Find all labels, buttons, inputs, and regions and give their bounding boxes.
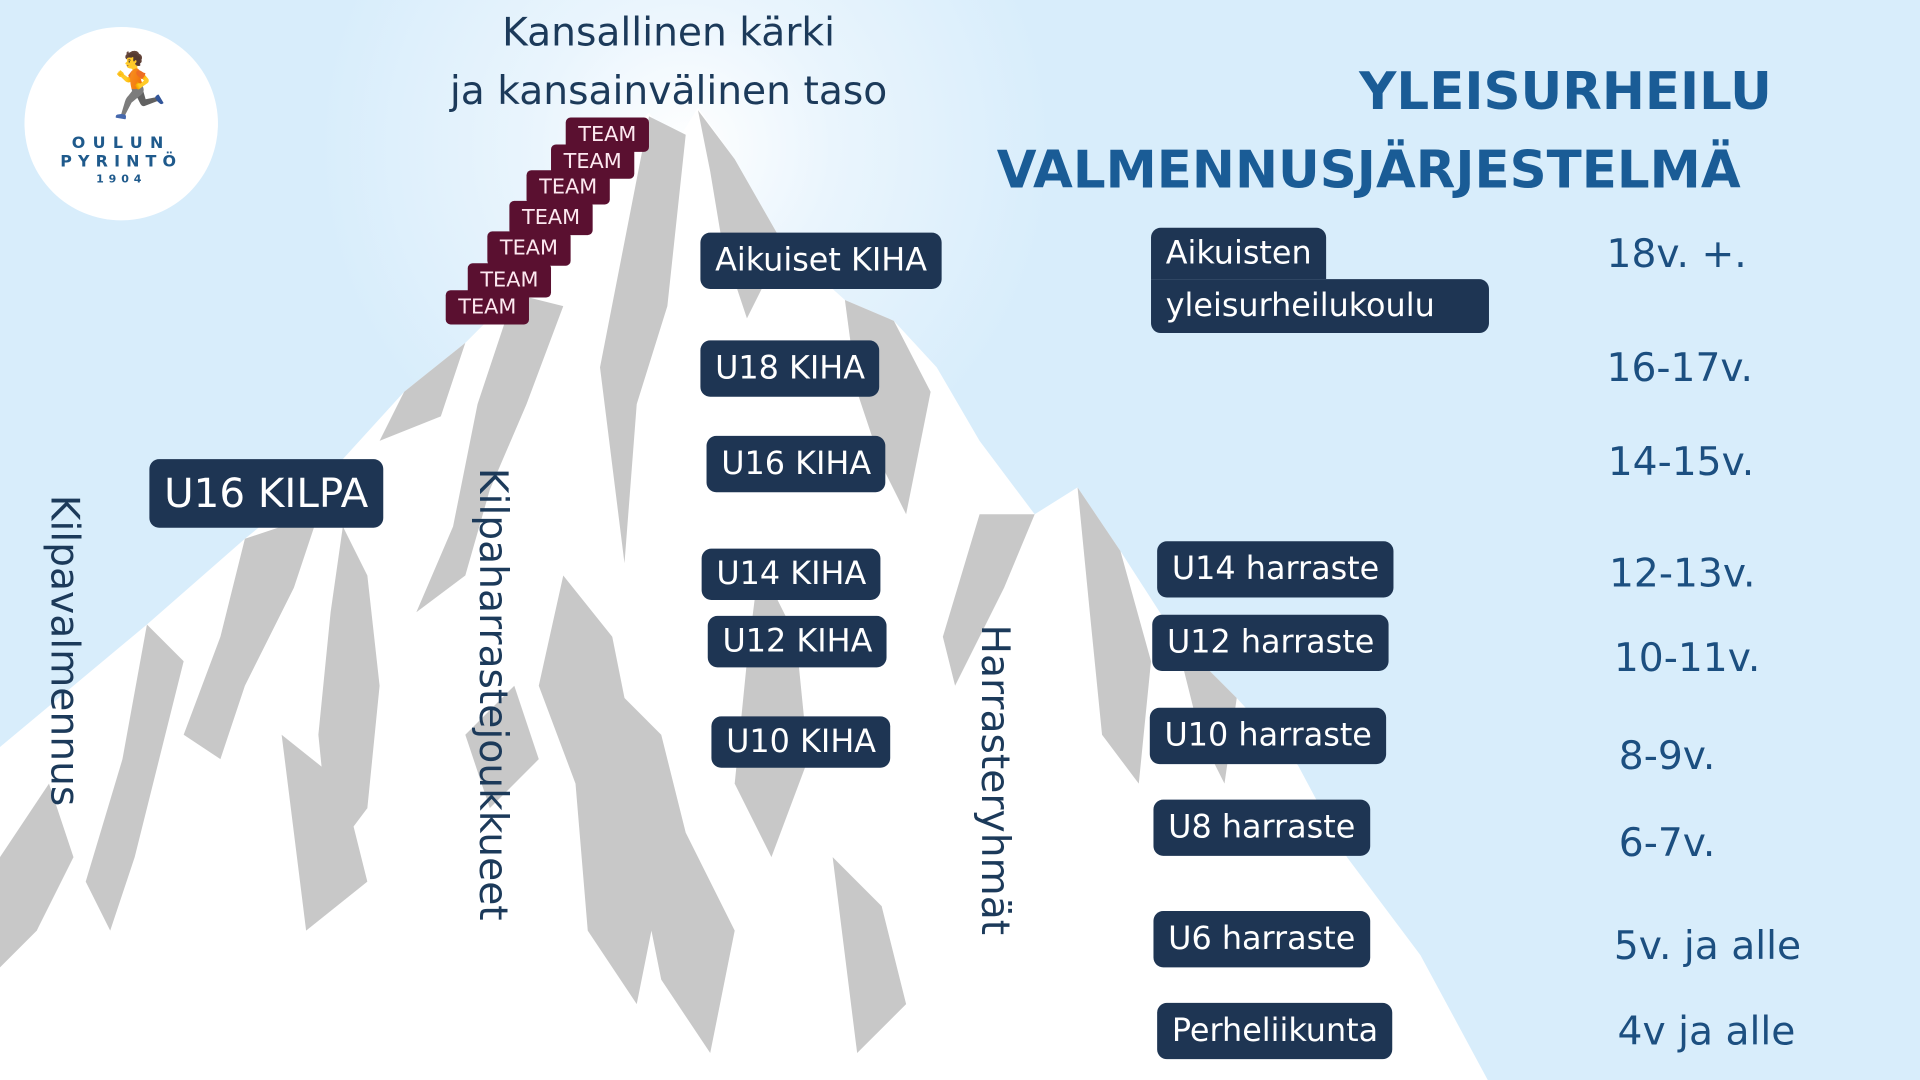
group-box-kiha: U12 KIHA xyxy=(707,615,888,668)
logo-text: OULUN xyxy=(71,134,171,154)
title-line-2: VALMENNUSJÄRJESTELMÄ xyxy=(996,139,1741,200)
age-label: 16-17v. xyxy=(1606,344,1753,391)
top-level-label: Kansallinen kärki ja kansainvälinen taso xyxy=(387,2,950,120)
age-label: 10-11v. xyxy=(1613,634,1761,681)
team-box: TEAM xyxy=(509,200,593,236)
group-box-kiha: U18 KIHA xyxy=(700,340,880,397)
age-label: 18v. +. xyxy=(1606,230,1747,277)
group-box-aikuisten-yleisurheilukoulu: Aikuisten yleisurheilukoulu xyxy=(1151,227,1489,334)
age-label: 14-15v. xyxy=(1607,438,1755,485)
team-box: TEAM xyxy=(467,263,552,298)
team-box: TEAM xyxy=(487,231,571,266)
top-label-line: Kansallinen kärki xyxy=(502,8,836,56)
group-box-harraste: U12 harraste xyxy=(1152,614,1390,672)
top-label-line: ja kansainvälinen taso xyxy=(449,67,888,114)
title-line-1: YLEISURHEILU xyxy=(1359,61,1772,122)
group-box-harraste: U8 harraste xyxy=(1153,799,1371,856)
age-label: 5v. ja alle xyxy=(1613,922,1802,969)
path-label-kilpaharrastejoukkueet: Kilpaharrastejoukkueet xyxy=(470,467,517,921)
group-box-u16-kilpa: U16 KILPA xyxy=(149,459,383,528)
group-box-kiha: Aikuiset KIHA xyxy=(700,232,942,289)
age-label: 4v ja alle xyxy=(1617,1007,1796,1055)
team-box: TEAM xyxy=(445,290,529,325)
path-label-kilpavalmennus: Kilpavalmennus xyxy=(41,494,89,807)
group-box-kiha: U10 KIHA xyxy=(711,716,891,768)
age-label: 12-13v. xyxy=(1608,549,1756,597)
group-box-kiha: U14 KIHA xyxy=(701,548,881,601)
discus-thrower-icon: 🏃 xyxy=(96,50,177,124)
path-label-harrasteryhmat: Harrasteryhmät xyxy=(972,624,1019,936)
age-label: 8-9v. xyxy=(1618,732,1716,779)
group-box-harraste: U6 harraste xyxy=(1153,911,1371,968)
group-box-harraste: U10 harraste xyxy=(1149,707,1387,765)
adult-line-2: yleisurheilukoulu xyxy=(1151,279,1489,334)
adult-line-1: Aikuisten xyxy=(1151,227,1327,280)
club-logo: 🏃 OULUN PYRINTÖ 1904 xyxy=(24,26,218,221)
age-label: 6-7v. xyxy=(1618,819,1716,866)
team-box: TEAM xyxy=(526,170,610,205)
group-box-kiha: U16 KIHA xyxy=(706,435,886,493)
group-box-harraste: Perheliikunta xyxy=(1157,1002,1393,1060)
logo-year: 1904 xyxy=(96,173,147,187)
logo-text: PYRINTÖ xyxy=(60,153,183,172)
group-box-harraste: U14 harraste xyxy=(1157,541,1394,598)
